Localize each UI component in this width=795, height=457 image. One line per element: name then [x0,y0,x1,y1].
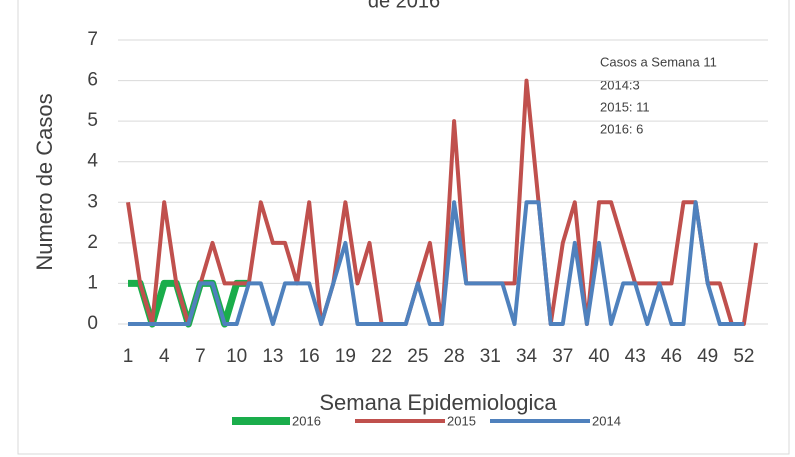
x-tick-label: 16 [299,346,320,367]
annotation: 2016: 6 [600,121,643,136]
y-tick-label: 0 [87,313,98,334]
y-tick-label: 3 [87,191,98,212]
y-tick-label: 1 [87,272,98,293]
chart-title: de 2016 [368,0,440,12]
legend-label: 2016 [292,413,321,428]
x-tick-label: 28 [444,346,465,367]
x-tick-label: 13 [262,346,283,367]
x-tick-label: 25 [407,346,428,367]
x-tick-label: 4 [159,346,170,367]
y-tick-label: 7 [87,29,98,50]
x-tick-label: 37 [552,346,573,367]
series-line [128,200,744,326]
y-tick-label: 5 [87,110,98,131]
legend-label: 2015 [447,413,476,428]
x-axis-label: Semana Epidemiologica [319,390,557,415]
x-tick-label: 10 [226,346,247,367]
y-tick-label: 6 [87,70,98,91]
x-tick-label: 46 [661,346,682,367]
x-tick-label: 49 [697,346,718,367]
x-tick-label: 52 [733,346,754,367]
x-tick-label: 22 [371,346,392,367]
y-tick-label: 4 [87,151,98,172]
annotation: 2015: 11 [600,99,650,114]
x-tick-label: 43 [625,346,646,367]
x-tick-label: 31 [480,346,501,367]
y-axis-label: Numero de Casos [32,93,57,270]
chart-frame [17,0,790,455]
annotation: 2014:3 [600,77,640,92]
y-tick-label: 2 [87,232,98,253]
x-tick-label: 1 [123,346,134,367]
legend-label: 2014 [592,413,621,428]
x-tick-label: 7 [195,346,206,367]
x-tick-label: 40 [588,346,609,367]
x-tick-label: 19 [335,346,356,367]
x-tick-label: 34 [516,346,538,367]
annotation: Casos a Semana 11 [600,54,717,69]
